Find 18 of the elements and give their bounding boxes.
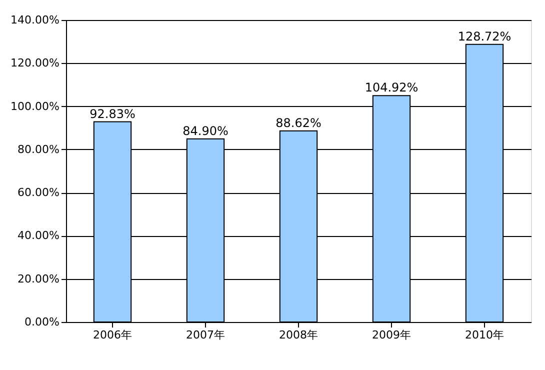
y-tick-label: 120.00% <box>10 56 60 70</box>
y-tick-label: 40.00% <box>18 229 60 242</box>
x-tick-label: 2006年 <box>93 328 132 342</box>
y-tick-label: 80.00% <box>18 142 60 156</box>
data-label: 84.90% <box>182 124 228 138</box>
y-tick-label: 0.00% <box>24 316 60 328</box>
data-label: 128.72% <box>458 29 512 44</box>
data-label: 104.92% <box>364 80 418 95</box>
x-tick-label: 2009年 <box>372 328 411 342</box>
y-tick-label: 100.00% <box>10 100 60 113</box>
data-label: 92.83% <box>90 106 136 121</box>
y-tick-label: 60.00% <box>18 186 60 200</box>
x-tick-label: 2010年 <box>465 328 504 342</box>
x-tick-label: 2007年 <box>186 328 225 342</box>
y-tick-label: 140.00% <box>10 14 60 26</box>
data-label: 88.62% <box>276 116 322 130</box>
y-tick-label: 20.00% <box>18 272 60 286</box>
x-tick-label: 2008年 <box>279 328 318 342</box>
